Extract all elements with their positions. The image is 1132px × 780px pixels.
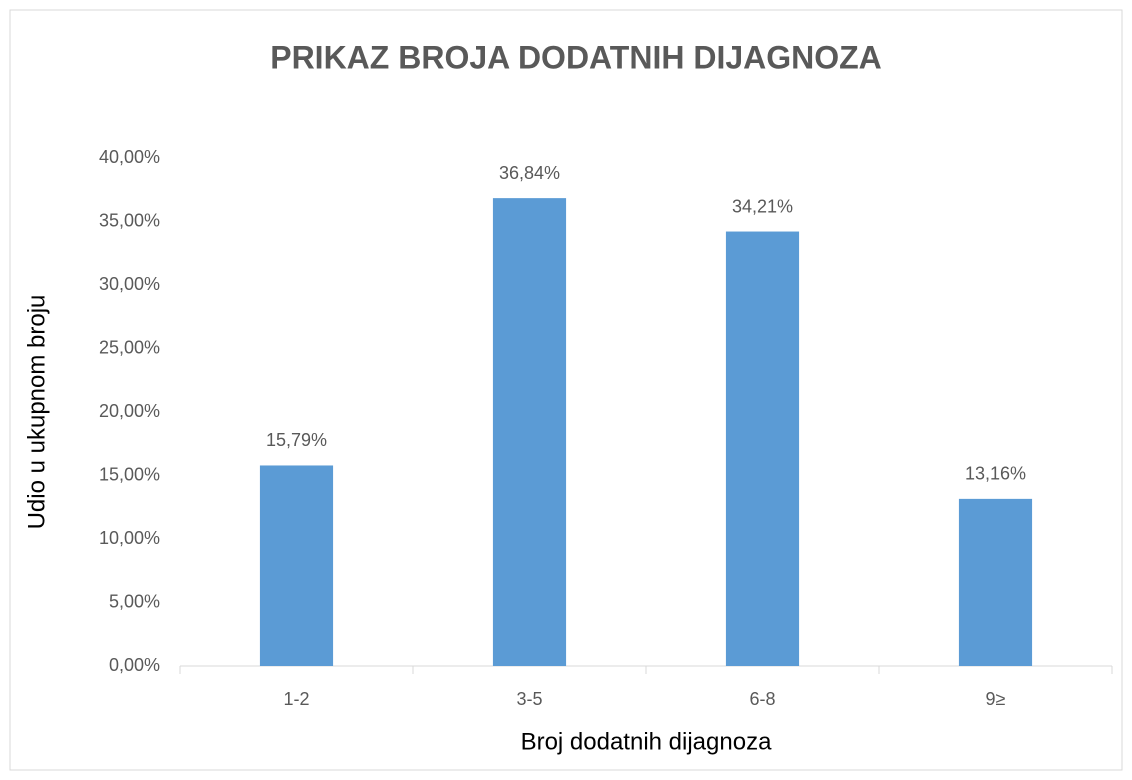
y-tick-label: 35,00% — [99, 210, 160, 230]
y-tick-label: 5,00% — [109, 591, 160, 611]
x-tick-label: 3-5 — [516, 689, 542, 709]
x-tick-label: 1-2 — [283, 689, 309, 709]
y-tick-label: 30,00% — [99, 274, 160, 294]
chart-title: PRIKAZ BROJA DODATNIH DIJAGNOZA — [270, 39, 882, 75]
data-label: 15,79% — [266, 430, 327, 450]
bar — [492, 198, 567, 666]
x-tick-label: 6-8 — [749, 689, 775, 709]
y-tick-label: 20,00% — [99, 401, 160, 421]
y-tick-label: 25,00% — [99, 337, 160, 357]
x-axis-title: Broj dodatnih dijagnoza — [521, 728, 773, 755]
y-tick-label: 10,00% — [99, 528, 160, 548]
bar — [259, 465, 334, 666]
data-label: 13,16% — [965, 464, 1026, 484]
y-tick-label: 15,00% — [99, 464, 160, 484]
y-axis-title: Udio u ukupnom broju — [23, 295, 50, 530]
data-label: 34,21% — [732, 196, 793, 216]
bar — [725, 231, 800, 666]
x-tick-label: 9≥ — [986, 689, 1006, 709]
bar — [958, 498, 1033, 666]
y-tick-label: 0,00% — [109, 655, 160, 675]
data-label: 36,84% — [499, 163, 560, 183]
y-tick-label: 40,00% — [99, 147, 160, 167]
